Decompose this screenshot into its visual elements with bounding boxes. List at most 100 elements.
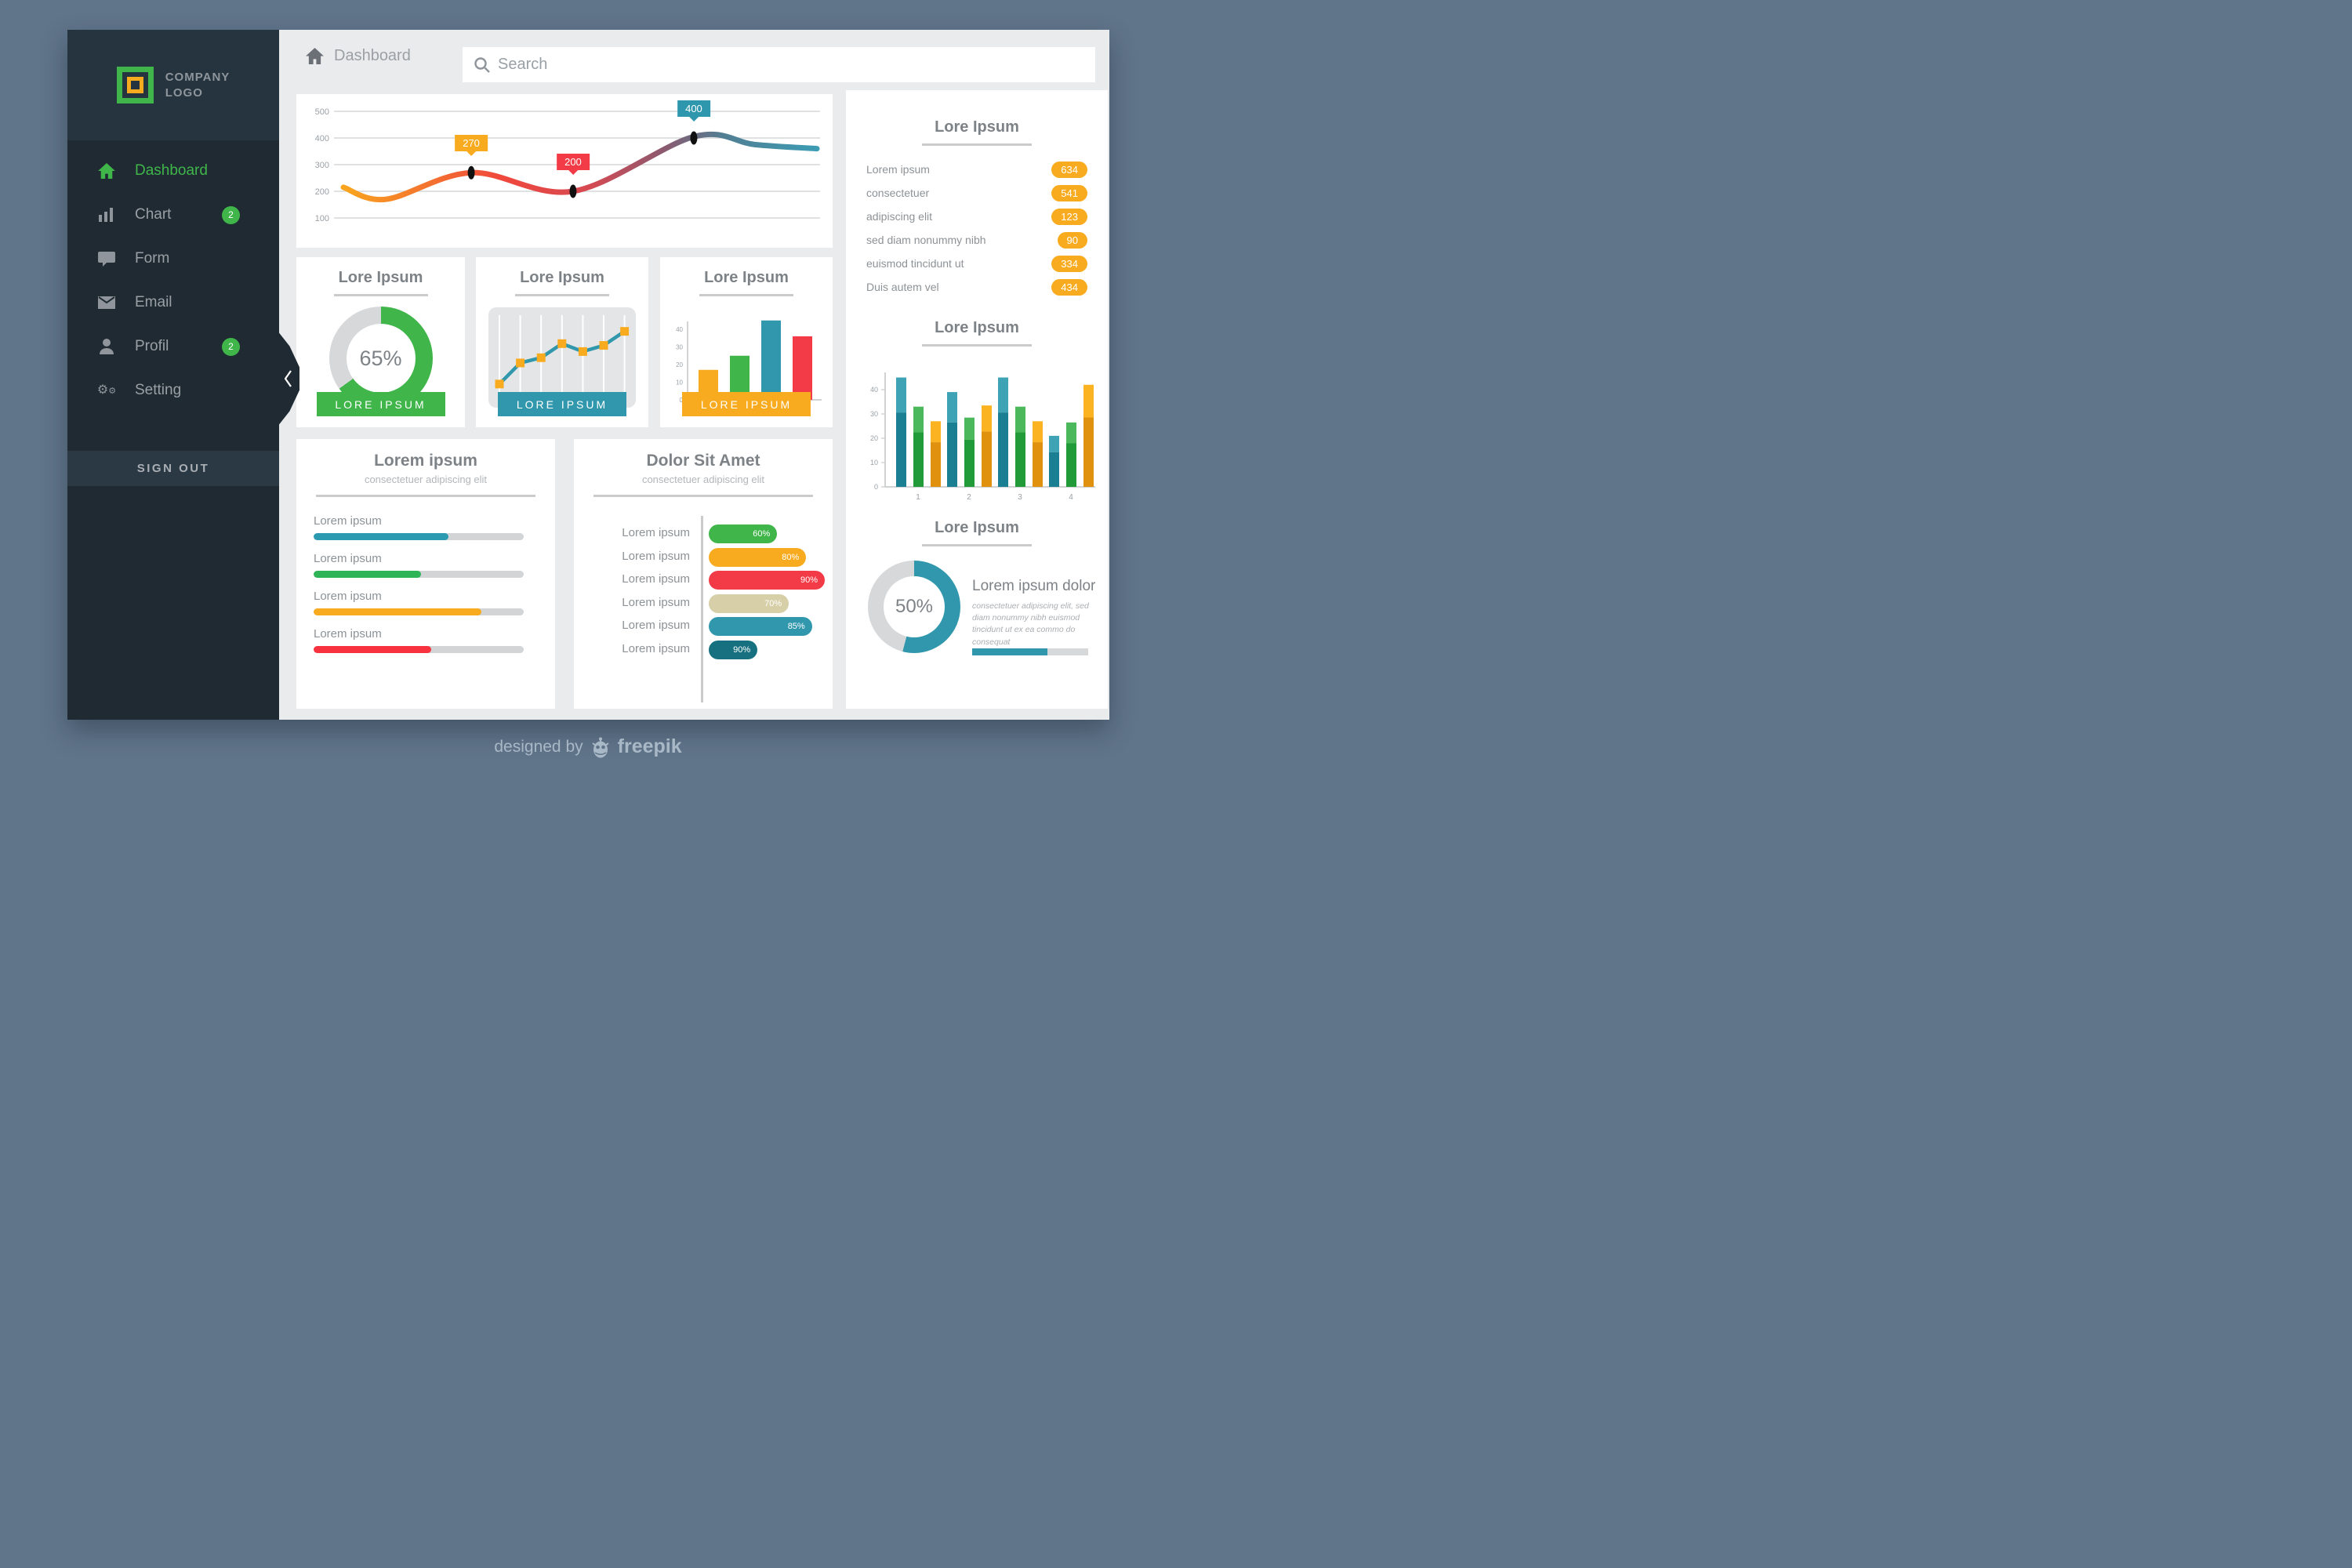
envelope-icon [96,296,118,309]
gears-icon: ⚙⚙ [96,383,117,397]
hbar-label: Lorem ipsum [622,549,690,563]
list-item-label: Duis autem vel [866,281,939,293]
sidebar-item-dashboard[interactable]: Dashboard [67,149,279,193]
hbar: 85% [709,617,812,637]
panel-subtitle: consectetuer adipiscing elit [364,474,488,485]
svg-text:100: 100 [315,214,329,223]
hbar-label: Lorem ipsum [622,642,690,655]
person-icon [96,339,118,354]
progress-label: Lorem ipsum [314,627,382,641]
progress-track [314,533,524,540]
list-item: Lorem ipsum 634 [846,158,1108,181]
data-point-label: 400 [677,100,710,122]
svg-text:30: 30 [870,410,878,418]
lore-ipsum-button-green[interactable]: LORE IPSUM [316,392,445,416]
donut-title: Lore Ipsum [935,519,1019,536]
sidebar-item-label: Dashboard [135,162,208,179]
divider [316,495,535,497]
footer-credit: designed by freepik [0,735,1176,758]
list-item: adipiscing elit 123 [846,205,1108,228]
progress-label: Lorem ipsum [314,514,382,528]
count-badge: 334 [1051,255,1087,272]
home-icon [96,163,118,179]
donut-65-value: 65% [359,346,402,370]
card-title: Lore Ipsum [338,269,423,286]
svg-text:20: 20 [870,434,878,442]
svg-text:200: 200 [315,187,329,197]
notification-badge: 2 [222,205,240,224]
lore-ipsum-button-orange[interactable]: LORE IPSUM [682,392,811,416]
main-line-chart: 500 400 300 200 100 [315,107,820,223]
donut-65-card: Lore Ipsum 65% LORE IPSUM [296,257,465,427]
progress-label: Lorem ipsum [314,590,382,603]
count-badge: 634 [1051,161,1087,178]
mini-line-card: Lore Ipsum LORE IPSUM [476,257,648,427]
hbar: 60% [709,524,778,543]
sidebar-item-label: Email [135,294,172,310]
progress-row: Lorem ipsum [314,514,524,540]
progress-fill [314,646,432,653]
breadcrumb[interactable]: Dashboard [306,47,411,65]
panel-subtitle: consectetuer adipiscing elit [641,474,765,485]
title-underline [699,294,793,296]
dashboard-window: COMPANY LOGO Dashboard Chart 2 Form Email Pro… [67,30,1109,720]
sidebar-item-label: Form [135,250,170,267]
sidebar-item-label: Profil [135,338,169,354]
svg-text:30: 30 [676,344,683,351]
chat-icon [96,251,118,267]
progress-fill [314,608,482,615]
sidebar-item-form[interactable]: Form [67,237,279,281]
list-item: consectetuer 541 [846,181,1108,205]
search-icon [474,56,490,73]
sidebar-item-chart[interactable]: Chart 2 [67,193,279,237]
hbar-label: Lorem ipsum [622,572,690,586]
sidebar-item-label: Setting [135,382,182,398]
logo-line1: COMPANY [165,71,230,84]
lore-ipsum-button-teal[interactable]: LORE IPSUM [498,392,626,416]
home-icon [306,48,324,64]
title-underline [333,294,428,296]
bar-chart-icon [96,208,118,222]
list-title: Lore Ipsum [935,118,1019,136]
count-badge: 90 [1057,231,1087,249]
page-background: { "sidebar": { "logo": {"line1": "COMPAN… [0,0,1176,784]
search-input[interactable] [498,56,1083,74]
title-underline [922,544,1032,546]
progress-row: Lorem ipsum [314,590,524,615]
hbar-row: Lorem ipsum 60% [574,524,825,543]
hbar: 70% [709,593,789,613]
sidebar-item-label: Chart [135,206,172,223]
mini-line-chart [495,315,630,400]
svg-text:10: 10 [870,459,878,466]
list-item: euismod tincidunt ut 334 [846,252,1108,275]
sign-out-button[interactable]: SIGN OUT [67,451,279,486]
svg-text:0: 0 [680,397,684,404]
data-point-label: 270 [455,135,488,157]
donut-progress-track [972,648,1088,655]
hbar-row: Lorem ipsum 90% [574,641,825,659]
donut-chart-50: 50% [868,561,960,653]
divider [593,495,813,497]
sidebar: COMPANY LOGO Dashboard Chart 2 Form Email Pro… [67,30,299,720]
progress-track [314,646,524,653]
footer-text: designed by [494,737,583,756]
hbar-row: Lorem ipsum 80% [574,547,825,567]
data-point-label: 200 [557,154,590,175]
sidebar-item-email[interactable]: Email [67,281,279,325]
list-item: Duis autem vel 434 [846,275,1108,299]
company-logo: COMPANY LOGO [67,30,279,140]
hbar-label: Lorem ipsum [622,595,690,609]
panel-title: Dolor Sit Amet [646,452,760,470]
list-item: sed diam nonummy nibh 90 [846,228,1108,252]
svg-text:3: 3 [1018,493,1022,502]
stat-list: Lorem ipsum 634 consectetuer 541 adipiscing … [846,158,1108,299]
sidebar-item-profil[interactable]: Profil 2 [67,325,279,368]
svg-text:40: 40 [676,326,683,333]
bars-title: Lore Ipsum [935,319,1019,336]
svg-text:400: 400 [315,134,329,143]
mini-line-chart-bg [488,307,636,408]
donut-paragraph: consectetuer adipiscing elit, sed diam n… [972,601,1089,647]
hbar-label: Lorem ipsum [622,526,690,539]
sidebar-item-setting[interactable]: ⚙⚙ Setting [67,368,279,412]
